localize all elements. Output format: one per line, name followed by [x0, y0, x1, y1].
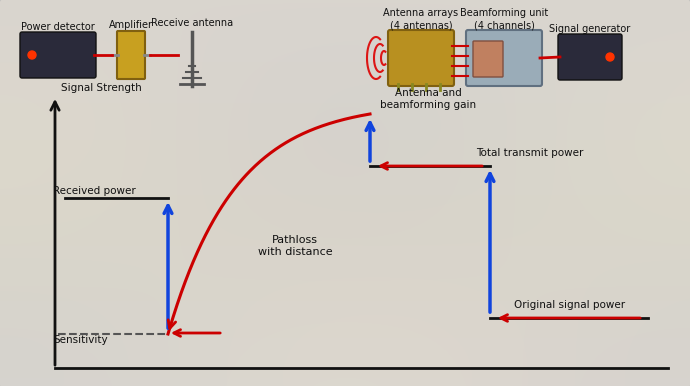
FancyBboxPatch shape	[558, 34, 622, 80]
FancyBboxPatch shape	[388, 30, 454, 86]
Text: Power detector: Power detector	[21, 22, 95, 32]
Text: Signal Strength: Signal Strength	[61, 83, 141, 93]
Text: Received power: Received power	[53, 186, 136, 196]
Circle shape	[606, 53, 614, 61]
Text: Receive antenna: Receive antenna	[151, 18, 233, 28]
Text: Beamforming unit
(4 channels): Beamforming unit (4 channels)	[460, 8, 548, 30]
FancyBboxPatch shape	[117, 31, 145, 79]
FancyBboxPatch shape	[466, 30, 542, 86]
Text: Signal generator: Signal generator	[549, 24, 631, 34]
Text: Sensitivity: Sensitivity	[53, 335, 108, 345]
Text: Amplifier: Amplifier	[109, 20, 153, 30]
FancyBboxPatch shape	[473, 41, 503, 77]
Text: Total transmit power: Total transmit power	[476, 148, 584, 158]
FancyBboxPatch shape	[20, 32, 96, 78]
Text: Antenna and
beamforming gain: Antenna and beamforming gain	[380, 88, 476, 110]
Text: Original signal power: Original signal power	[515, 300, 626, 310]
Text: Antenna arrays
(4 antennas): Antenna arrays (4 antennas)	[384, 8, 459, 30]
Text: Pathloss
with distance: Pathloss with distance	[257, 235, 333, 257]
Circle shape	[28, 51, 36, 59]
